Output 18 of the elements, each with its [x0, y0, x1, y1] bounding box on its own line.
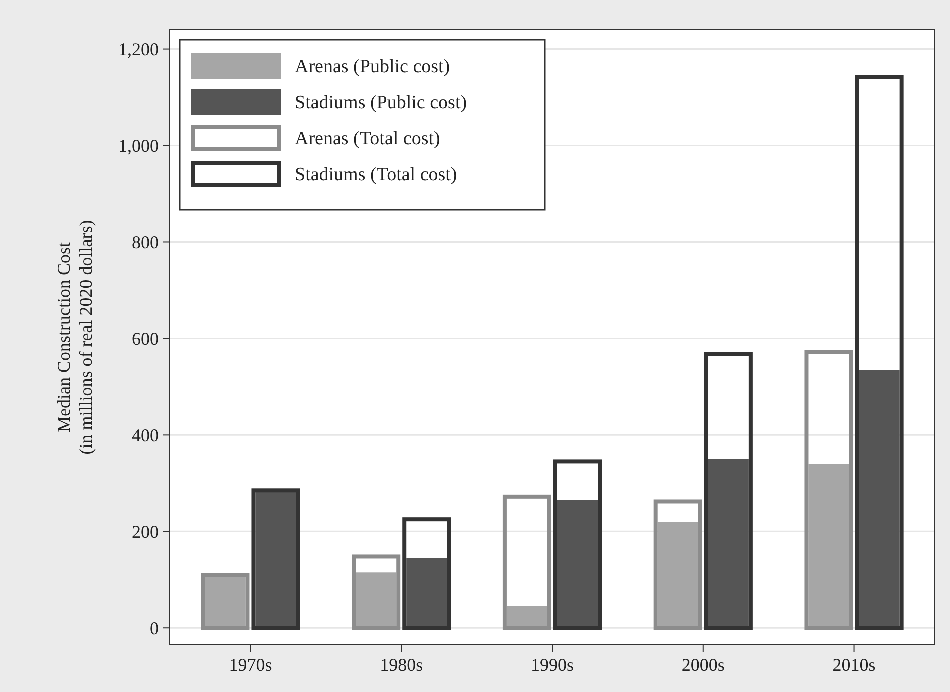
y-tick-label: 200 [132, 522, 159, 542]
legend-label: Stadiums (Total cost) [295, 164, 458, 186]
legend-label: Arenas (Total cost) [295, 128, 440, 150]
bar [506, 606, 548, 628]
y-tick-label: 400 [132, 425, 159, 446]
y-tick-label: 1,000 [118, 136, 159, 156]
y-tick-label: 800 [132, 232, 159, 253]
x-tick-label: 2000s [682, 655, 725, 675]
x-tick-label: 1970s [229, 655, 272, 675]
y-axis-title: Median Construction Cost (in millions of real 2020 dollars) [54, 220, 96, 455]
y-tick-label: 0 [150, 618, 159, 638]
legend-label: Stadiums (Public cost) [295, 92, 468, 114]
x-tick-label: 2010s [832, 655, 876, 675]
x-tick-label: 1990s [530, 655, 574, 675]
y-tick-label: 600 [132, 329, 159, 350]
legend-label: Arenas (Public cost) [295, 56, 450, 78]
y-tick-label: 1,200 [118, 40, 159, 60]
x-tick-label: 1980s [380, 655, 424, 675]
